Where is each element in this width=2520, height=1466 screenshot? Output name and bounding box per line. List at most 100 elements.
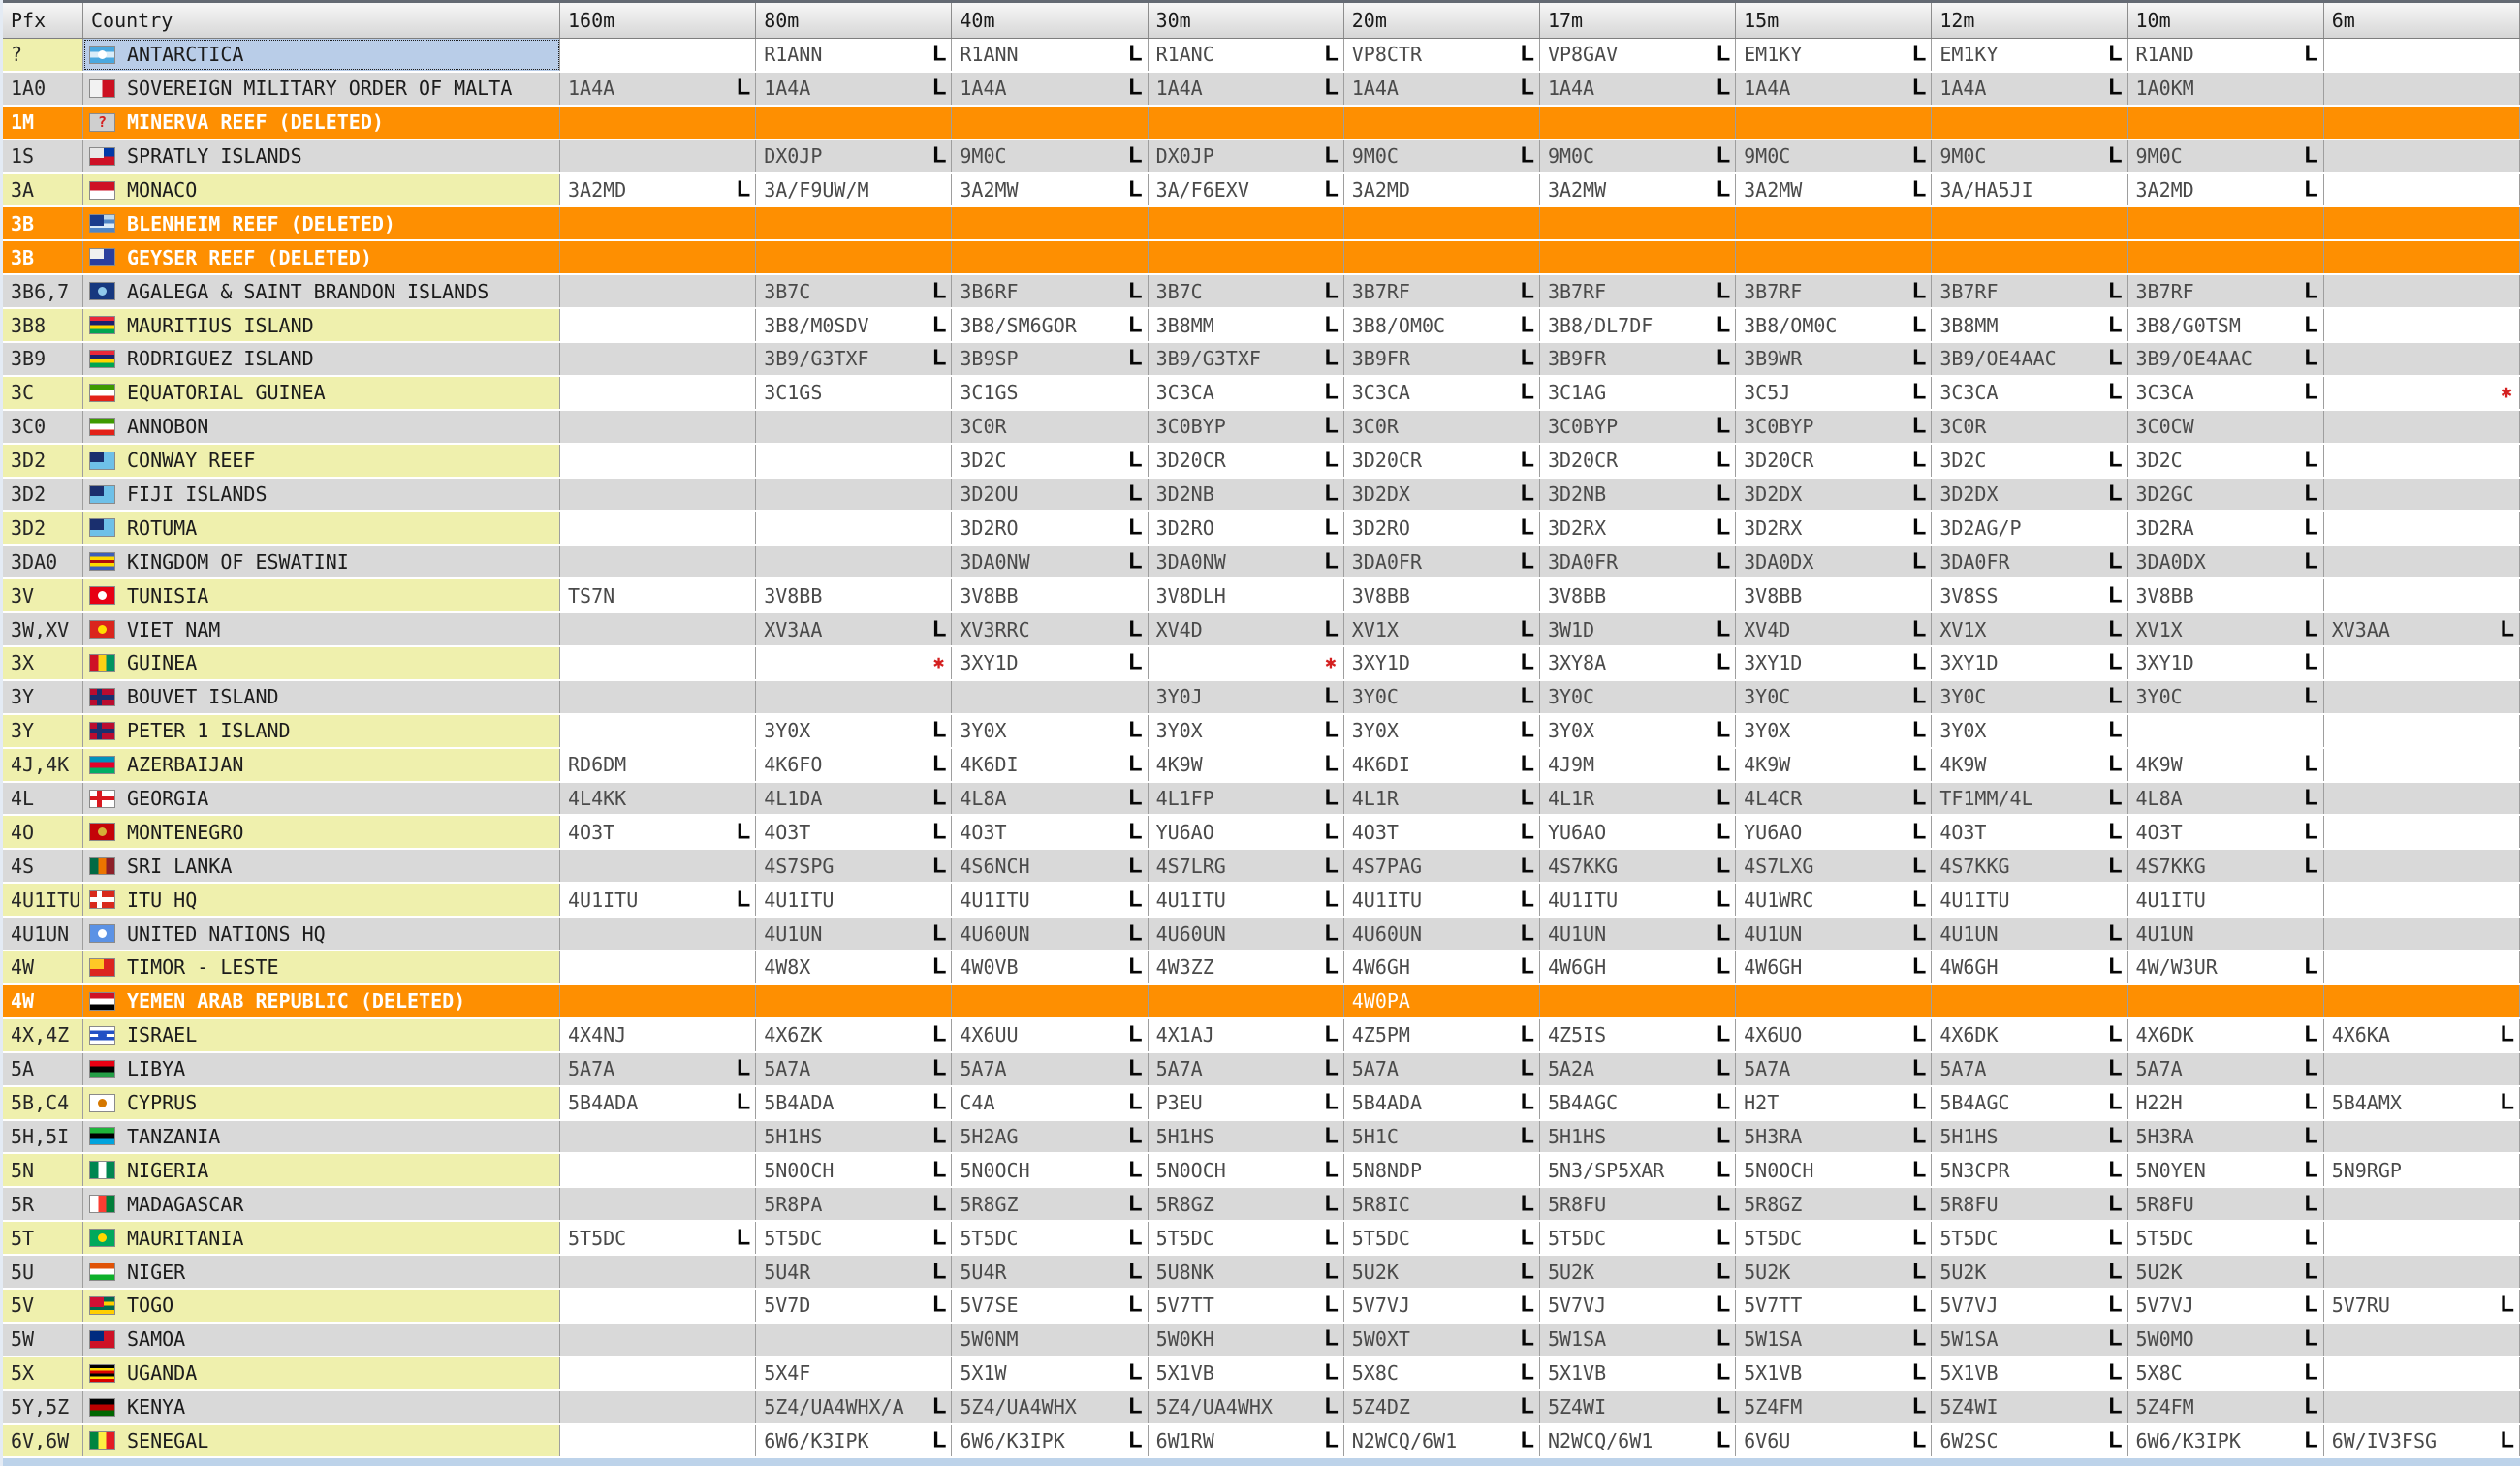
country-cell[interactable]: TOGO	[83, 1289, 560, 1322]
pfx-cell[interactable]: 4U1UN	[3, 918, 83, 951]
band-cell-30m[interactable]: R1ANC L	[1148, 39, 1344, 71]
band-cell-17m[interactable]: 5Z4WI L	[1539, 1390, 1737, 1423]
band-cell-30m[interactable]: XV4D L	[1148, 613, 1344, 646]
band-cell-17m[interactable]	[1539, 241, 1737, 274]
band-cell-40m[interactable]: 3C1GS	[952, 376, 1149, 409]
band-cell-30m[interactable]: 3Y0X L	[1148, 714, 1344, 747]
pfx-cell[interactable]: 1S	[3, 140, 83, 172]
band-cell-30m[interactable]: 5Z4/UA4WHX L	[1148, 1390, 1344, 1423]
band-cell-10m[interactable]	[2127, 984, 2324, 1017]
band-cell-12m[interactable]: 4W6GH L	[1932, 951, 2128, 983]
pfx-cell[interactable]: 3Y	[3, 680, 83, 713]
band-cell-10m[interactable]: 5U2K L	[2127, 1256, 2324, 1288]
band-cell-40m[interactable]: 4K6DI L	[952, 748, 1149, 781]
band-cell-20m[interactable]: 4S7PAG L	[1343, 850, 1540, 883]
band-cell-20m[interactable]: 3D2RO L	[1343, 512, 1540, 545]
band-cell-12m[interactable]: 3Y0C L	[1932, 680, 2128, 713]
band-cell-30m[interactable]	[1148, 241, 1344, 274]
band-cell-6m[interactable]	[2323, 748, 2520, 781]
band-cell-20m[interactable]: 3Y0X L	[1343, 714, 1540, 747]
band-cell-12m[interactable]: 3B7RF L	[1932, 275, 2128, 308]
band-cell-6m[interactable]: 5V7RU L	[2323, 1289, 2520, 1322]
country-cell[interactable]: MAURITIUS ISLAND	[83, 309, 560, 342]
band-cell-20m[interactable]: 4K6DI L	[1343, 748, 1540, 781]
country-cell[interactable]: LIBYA	[83, 1052, 560, 1085]
band-cell-10m[interactable]: 3B9/OE4AAC L	[2127, 343, 2324, 375]
band-cell-6m[interactable]	[2323, 1120, 2520, 1153]
band-cell-30m[interactable]: 3Y0J L	[1148, 680, 1344, 713]
band-cell-20m[interactable]: 3C0R	[1343, 410, 1540, 443]
band-cell-15m[interactable]: XV4D L	[1736, 613, 1933, 646]
band-cell-160m[interactable]	[560, 275, 757, 308]
band-cell-40m[interactable]	[952, 207, 1149, 240]
band-cell-17m[interactable]: 4L1R L	[1539, 782, 1737, 815]
band-cell-10m[interactable]: 3XY1D L	[2127, 647, 2324, 679]
band-cell-20m[interactable]: 3B9FR L	[1343, 343, 1540, 375]
band-cell-20m[interactable]: 9M0C L	[1343, 140, 1540, 172]
band-cell-12m[interactable]: 4U1UN L	[1932, 918, 2128, 951]
band-cell-80m[interactable]: 5B4ADA L	[756, 1086, 953, 1119]
band-cell-30m[interactable]: DX0JP L	[1148, 140, 1344, 172]
band-cell-80m[interactable]	[756, 1323, 953, 1356]
band-cell-17m[interactable]: 5R8FU L	[1539, 1188, 1737, 1221]
band-cell-80m[interactable]	[756, 241, 953, 274]
band-cell-17m[interactable]: 3Y0C	[1539, 680, 1737, 713]
pfx-cell[interactable]: 3V	[3, 579, 83, 612]
band-cell-30m[interactable]: P3EU L	[1148, 1086, 1344, 1119]
band-cell-40m[interactable]: 5N0OCH L	[952, 1154, 1149, 1187]
band-cell-160m[interactable]: 4X4NJ	[560, 1018, 757, 1051]
band-cell-30m[interactable]: 3A/F6EXV L	[1148, 173, 1344, 206]
band-cell-15m[interactable]	[1736, 241, 1933, 274]
band-cell-40m[interactable]: 3Y0X L	[952, 714, 1149, 747]
band-cell-20m[interactable]: 4W6GH L	[1343, 951, 1540, 983]
column-header-40m[interactable]: 40m	[952, 3, 1149, 38]
band-cell-17m[interactable]	[1539, 984, 1737, 1017]
band-cell-6m[interactable]: XV3AA L	[2323, 613, 2520, 646]
band-cell-6m[interactable]	[2323, 984, 2520, 1017]
pfx-cell[interactable]: 4W	[3, 984, 83, 1017]
band-cell-17m[interactable]: 3A2MW L	[1539, 173, 1737, 206]
country-cell[interactable]: GUINEA	[83, 647, 560, 679]
pfx-cell[interactable]: 5V	[3, 1289, 83, 1322]
band-cell-15m[interactable]: 5N0OCH L	[1736, 1154, 1933, 1187]
band-cell-20m[interactable]: 3C3CA L	[1343, 376, 1540, 409]
band-cell-40m[interactable]	[952, 984, 1149, 1017]
band-cell-10m[interactable]: 4W/W3UR L	[2127, 951, 2324, 983]
pfx-cell[interactable]: 3A	[3, 173, 83, 206]
band-cell-80m[interactable]: 3V8BB	[756, 579, 953, 612]
country-cell[interactable]: ROTUMA	[83, 512, 560, 545]
band-cell-17m[interactable]: 5X1VB L	[1539, 1357, 1737, 1389]
band-cell-160m[interactable]	[560, 1120, 757, 1153]
country-cell[interactable]: UGANDA	[83, 1357, 560, 1389]
country-cell[interactable]: GEYSER REEF (DELETED)	[83, 241, 560, 274]
band-cell-6m[interactable]	[2323, 579, 2520, 612]
band-cell-30m[interactable]: YU6AO L	[1148, 816, 1344, 849]
band-cell-15m[interactable]: 9M0C L	[1736, 140, 1933, 172]
band-cell-80m[interactable]: 5N0OCH L	[756, 1154, 953, 1187]
band-cell-6m[interactable]	[2323, 816, 2520, 849]
band-cell-12m[interactable]	[1932, 106, 2128, 139]
pfx-cell[interactable]: 4J,4K	[3, 748, 83, 781]
band-cell-10m[interactable]: 3D2C L	[2127, 444, 2324, 477]
band-cell-10m[interactable]: 3B7RF L	[2127, 275, 2324, 308]
band-cell-15m[interactable]: 6V6U L	[1736, 1424, 1933, 1457]
band-cell-20m[interactable]: 3D2DX L	[1343, 478, 1540, 511]
band-cell-15m[interactable]: 4U1WRC L	[1736, 884, 1933, 917]
pfx-cell[interactable]: 3X	[3, 647, 83, 679]
band-cell-80m[interactable]: 4X6ZK L	[756, 1018, 953, 1051]
pfx-cell[interactable]: 3W,XV	[3, 613, 83, 646]
column-header-17m[interactable]: 17m	[1540, 3, 1737, 38]
band-cell-30m[interactable]: 3D2NB L	[1148, 478, 1344, 511]
band-cell-30m[interactable]: 3C0BYP L	[1148, 410, 1344, 443]
band-cell-10m[interactable]: 4U1ITU	[2127, 884, 2324, 917]
band-cell-20m[interactable]: 5W0XT L	[1343, 1323, 1540, 1356]
band-cell-17m[interactable]: 5B4AGC L	[1539, 1086, 1737, 1119]
band-cell-6m[interactable]	[2323, 850, 2520, 883]
band-cell-17m[interactable]	[1539, 207, 1737, 240]
band-cell-80m[interactable]: 3Y0X L	[756, 714, 953, 747]
band-cell-12m[interactable]: 5U2K L	[1932, 1256, 2128, 1288]
band-cell-80m[interactable]: 5T5DC L	[756, 1222, 953, 1255]
pfx-cell[interactable]: 3DA0	[3, 546, 83, 578]
band-cell-6m[interactable]: 5N9RGP	[2323, 1154, 2520, 1187]
pfx-cell[interactable]: 3C	[3, 376, 83, 409]
